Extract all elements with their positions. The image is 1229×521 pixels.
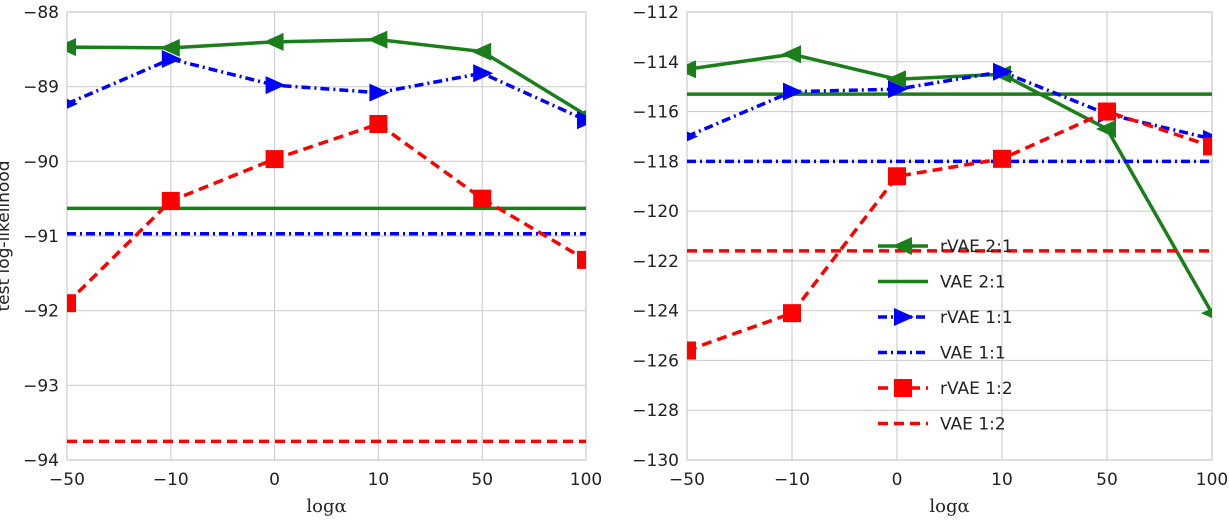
y-tick-label: −88	[23, 3, 59, 23]
data-point	[1096, 119, 1116, 138]
data-point	[471, 42, 492, 61]
series-line	[687, 109, 1212, 353]
x-tick-label: 50	[471, 470, 493, 490]
y-tick-label: −91	[23, 227, 59, 247]
legend-label: rVAE 1:1	[940, 308, 1013, 328]
data-point	[1203, 137, 1212, 156]
y-tick-label: −89	[23, 78, 59, 98]
y-tick-label: −116	[632, 103, 679, 123]
series-rvae-1-1	[67, 50, 586, 130]
data-point	[1098, 102, 1116, 121]
data-point	[473, 189, 492, 208]
plot-area	[67, 30, 586, 444]
y-tick-label: −122	[632, 252, 679, 272]
data-point	[1201, 308, 1212, 319]
legend-label: VAE 1:1	[940, 344, 1006, 364]
y-axis-label: test log-likelihood	[0, 160, 14, 311]
series-rvae-1-2	[67, 115, 586, 313]
plot-frame	[686, 11, 1213, 461]
data-point	[161, 191, 180, 210]
plot-frame	[66, 11, 587, 461]
y-tick-label: −120	[632, 202, 679, 222]
legend-marker	[892, 237, 912, 255]
data-point	[263, 32, 284, 51]
data-point	[67, 294, 76, 313]
data-point	[687, 60, 696, 79]
x-tick-label: 0	[269, 470, 280, 490]
data-point	[577, 111, 586, 130]
data-point	[67, 98, 78, 109]
x-tick-label: 100	[570, 470, 602, 490]
series-line	[67, 37, 586, 117]
data-point	[473, 64, 494, 83]
data-point	[369, 83, 390, 102]
data-point	[993, 62, 1013, 81]
data-point	[687, 131, 698, 142]
y-tick-label: −114	[632, 53, 679, 73]
data-point	[783, 82, 803, 101]
chart-panel-2: −112 −114 −116 −118 −120 −122 −124 −126 −128 −130…	[632, 3, 1228, 517]
data-point	[687, 341, 696, 360]
data-point	[886, 70, 906, 89]
y-tick-label: −90	[23, 152, 59, 172]
y-tick-label: −130	[632, 451, 679, 471]
y-tick-label: −94	[23, 451, 59, 471]
data-point	[265, 150, 284, 169]
y-tick-label: −118	[632, 152, 679, 172]
x-tick-label: −10	[153, 470, 189, 490]
data-point	[577, 250, 586, 269]
x-tick-label: 0	[892, 470, 903, 490]
legend: rVAE 2:1 VAE 2:1 rVAE 1:1 VAE 1:1 rVAE 1:2 VA…	[878, 237, 1013, 435]
x-axis-label: logα	[306, 496, 346, 517]
data-point	[369, 115, 388, 133]
data-point	[67, 38, 76, 57]
series-line	[67, 57, 586, 122]
legend-label: VAE 1:2	[940, 415, 1006, 435]
series-rvae-2-1	[67, 30, 586, 120]
legend-label: VAE 2:1	[940, 273, 1006, 293]
data-point	[783, 304, 801, 323]
series-rvae-1-2	[687, 102, 1212, 360]
x-tick-label: −50	[49, 470, 85, 490]
data-point	[265, 76, 286, 95]
x-tick-label: 10	[368, 470, 390, 490]
y-tick-label: −124	[632, 302, 679, 322]
y-tick-label: −92	[23, 302, 59, 322]
y-tick-label: −128	[632, 401, 679, 421]
legend-marker	[894, 308, 914, 326]
x-tick-label: −10	[774, 470, 810, 490]
y-tick-label: −93	[23, 376, 59, 396]
series-line	[687, 69, 1212, 141]
chart-panel-1: −88 −89 −90 −91 −92 −93 −94−50 −10 0 10 50 100 logα t…	[0, 3, 602, 517]
data-point	[159, 38, 180, 57]
data-point	[993, 149, 1011, 168]
x-tick-label: −50	[669, 470, 705, 490]
y-tick-label: −126	[632, 351, 679, 371]
data-point	[781, 45, 801, 64]
data-point	[161, 50, 182, 69]
plot-area	[687, 45, 1212, 360]
y-tick-label: −112	[632, 3, 679, 23]
x-tick-label: 50	[1096, 470, 1118, 490]
legend-label: rVAE 2:1	[940, 237, 1013, 257]
data-point	[888, 80, 908, 99]
series-line	[67, 122, 586, 305]
x-tick-label: 100	[1196, 470, 1228, 490]
x-axis-label: logα	[929, 496, 969, 517]
legend-label: rVAE 1:2	[940, 379, 1013, 399]
data-point	[888, 167, 906, 186]
data-point	[367, 30, 388, 49]
x-tick-label: 10	[991, 470, 1013, 490]
legend-marker	[894, 379, 912, 397]
